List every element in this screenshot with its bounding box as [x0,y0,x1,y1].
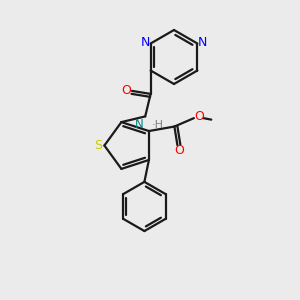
Text: S: S [94,139,102,152]
Text: N: N [198,35,208,49]
Text: N: N [140,35,150,49]
Text: O: O [194,110,204,123]
Text: O: O [122,84,132,97]
Text: O: O [174,144,184,157]
Text: ·H: ·H [152,120,164,130]
Text: N: N [135,118,144,131]
